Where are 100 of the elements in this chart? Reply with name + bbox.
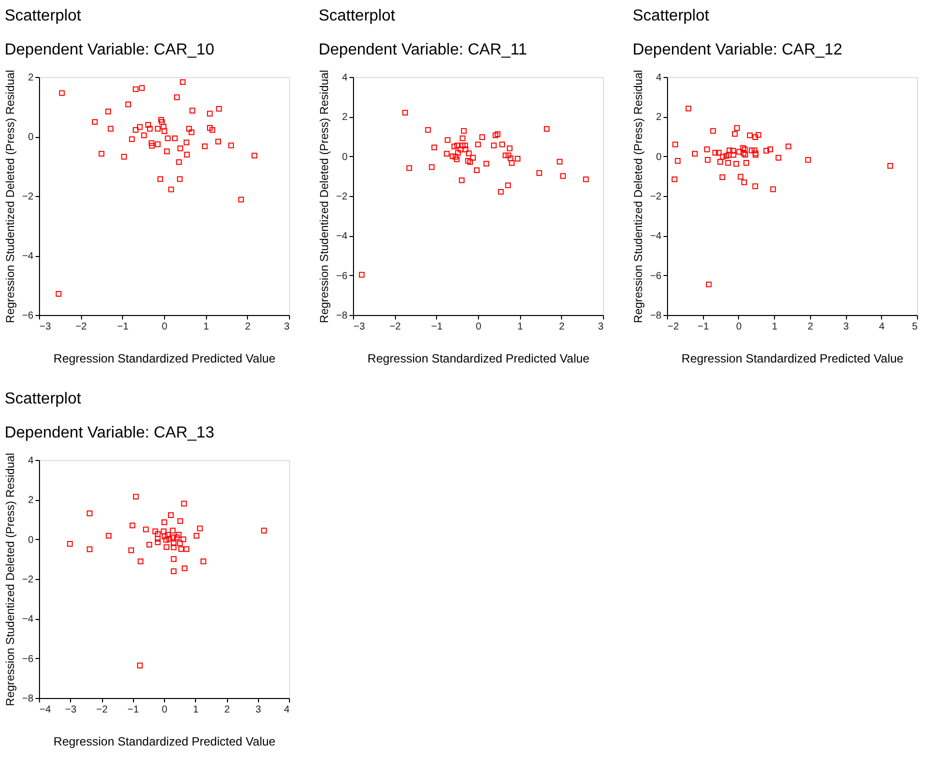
point	[704, 157, 711, 163]
y-axis-title: Regression Studentized Deleted (Press) Residual	[633, 70, 646, 324]
point	[502, 152, 508, 158]
point	[161, 519, 168, 526]
y-tick-label: −2	[22, 192, 34, 202]
x-tick-label: −2	[389, 322, 402, 332]
point	[181, 500, 187, 506]
point	[121, 154, 127, 160]
y-tick-label: −2	[336, 192, 348, 202]
x-tick-label: 0	[476, 322, 482, 332]
y-tick-label: 2	[28, 72, 34, 84]
point	[730, 148, 736, 154]
chart-title: Scatterplot	[632, 7, 710, 24]
point	[451, 144, 458, 150]
point	[228, 142, 234, 148]
point	[238, 196, 244, 202]
point	[560, 173, 566, 179]
point	[763, 148, 770, 154]
chart-subtitle: Dependent Variable: CAR_13	[4, 424, 214, 442]
point	[431, 144, 438, 150]
point	[106, 532, 112, 539]
point	[159, 119, 165, 125]
point	[674, 158, 681, 164]
point	[786, 144, 792, 150]
x-tick-label: 0	[162, 704, 168, 716]
point	[164, 148, 170, 154]
point	[460, 135, 466, 142]
point	[184, 546, 190, 552]
point	[732, 131, 738, 137]
point	[706, 282, 712, 288]
point	[465, 158, 471, 164]
x-tick-label: −3	[40, 322, 52, 332]
point	[141, 132, 147, 138]
point	[425, 127, 431, 133]
y-tick-label: −8	[22, 694, 34, 704]
point	[160, 528, 167, 534]
point	[200, 558, 206, 564]
point	[450, 153, 456, 160]
point	[428, 164, 435, 170]
point	[483, 160, 490, 167]
y-tick-label: −8	[336, 310, 348, 322]
y-tick-label: 4	[656, 72, 662, 84]
x-axis-title: Regression Standardized Predicted Value	[682, 352, 904, 366]
point	[712, 150, 718, 156]
chart-title: Scatterplot	[318, 7, 396, 24]
y-tick-label: 4	[28, 456, 34, 466]
point	[139, 85, 145, 91]
point	[129, 136, 135, 142]
point	[358, 272, 365, 278]
x-tick-label: 2	[808, 322, 814, 332]
x-tick-label: −2	[96, 704, 108, 716]
point	[125, 102, 132, 108]
x-tick-label: −1	[117, 322, 129, 332]
point	[692, 150, 698, 157]
point	[154, 536, 161, 542]
x-tick-label: 5	[912, 322, 918, 332]
x-axis-title: Regression Standardized Predicted Value	[54, 734, 276, 748]
point	[767, 146, 774, 152]
point	[741, 179, 747, 186]
point	[164, 532, 171, 538]
point	[742, 146, 748, 152]
point	[494, 131, 500, 137]
y-tick-label: −4	[336, 231, 348, 242]
y-axis-title: Regression Studentized Deleted (Press) Residual	[5, 452, 18, 706]
y-tick-label: 0	[342, 152, 348, 163]
point	[162, 128, 168, 134]
point	[508, 160, 515, 166]
point	[130, 522, 136, 528]
point	[160, 124, 166, 130]
point	[188, 129, 194, 136]
point	[462, 146, 468, 152]
y-tick-label: 4	[342, 72, 348, 84]
chart-title: Scatterplot	[4, 7, 82, 24]
point	[197, 526, 203, 532]
y-tick-label: −6	[336, 270, 348, 282]
x-tick-label: −4	[40, 704, 52, 716]
point	[776, 154, 782, 161]
point	[458, 146, 464, 152]
point	[717, 159, 724, 165]
point	[479, 134, 486, 140]
x-tick-label: 1	[192, 704, 199, 716]
point	[467, 159, 473, 165]
point	[137, 662, 143, 668]
point	[740, 145, 746, 151]
point	[202, 143, 208, 150]
point	[544, 126, 550, 132]
point	[206, 110, 213, 116]
point	[752, 134, 758, 140]
point	[475, 142, 481, 148]
x-tick-label: 1	[772, 322, 778, 332]
x-tick-label: 0	[162, 322, 168, 332]
point	[738, 174, 744, 180]
point	[455, 150, 461, 156]
point	[726, 148, 732, 154]
y-axis-title: Regression Studentized Deleted (Press) Residual	[319, 70, 332, 324]
chart-subtitle: Dependent Variable: CAR_10	[4, 41, 214, 58]
point	[176, 176, 183, 182]
point	[720, 174, 726, 180]
y-tick-label: −4	[22, 614, 34, 626]
point	[720, 154, 726, 160]
